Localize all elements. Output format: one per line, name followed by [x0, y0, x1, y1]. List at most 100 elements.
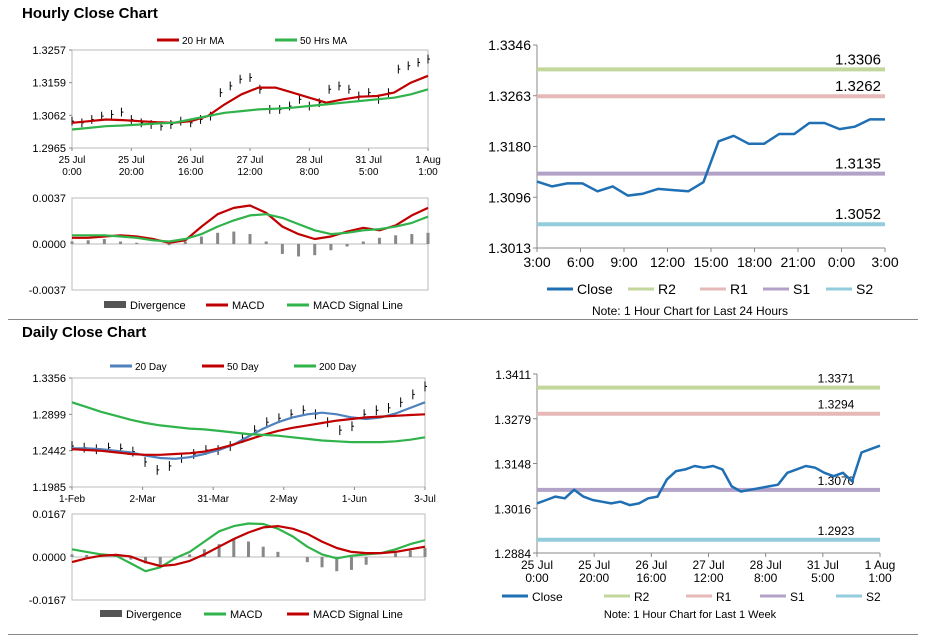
level-label-s1: 1.3135 — [835, 156, 881, 173]
x-tick-label: 2-May — [270, 494, 298, 505]
daily-50-day-line — [71, 413, 426, 456]
x-tick-label: 12:00 — [693, 571, 723, 585]
x-tick-label: 1:00 — [868, 571, 892, 585]
x-tick-label: 1 Aug — [865, 558, 896, 572]
x-tick-label: 25 Jul — [118, 155, 145, 166]
y-tick-label: 1.3180 — [488, 139, 531, 155]
daily-macd-divergence-bar — [320, 557, 324, 568]
close-line — [536, 118, 885, 197]
x-tick-label: 15:00 — [693, 254, 728, 270]
x-tick-label: 31 Jul — [355, 155, 382, 166]
level-label-r1: 1.3294 — [818, 398, 855, 412]
hourly-macd-divergence-bar — [361, 241, 365, 244]
y-tick-label: -0.0167 — [29, 595, 66, 607]
y-tick-label: 1.3013 — [488, 240, 531, 256]
x-tick-label: 2-Mar — [130, 494, 157, 505]
daily-macd-divergence-bar — [261, 546, 265, 557]
y-tick-label: 0.0000 — [32, 239, 66, 251]
x-tick-label: 3-Jul — [414, 494, 436, 505]
chart-note: Note: 1 Hour Chart for Last 24 Hours — [592, 304, 788, 318]
x-tick-label: 27 Jul — [692, 558, 724, 572]
x-tick-label: 1 Aug — [415, 155, 441, 166]
y-tick-label: 1.3016 — [494, 502, 531, 516]
y-tick-label: 1.2884 — [494, 547, 531, 561]
daily-macd-macd-line — [71, 522, 426, 573]
x-tick-label: 8:00 — [300, 167, 320, 178]
x-tick-label: 25 Jul — [59, 155, 86, 166]
daily-macd-divergence-bar — [364, 557, 368, 565]
x-tick-label: 5:00 — [811, 571, 835, 585]
legend-label: 50 Day — [227, 362, 259, 373]
chart-note: Note: 1 Hour Chart for Last 1 Week — [604, 609, 777, 621]
legend-label: S1 — [790, 590, 805, 604]
x-tick-label: 0:00 — [62, 167, 82, 178]
x-tick-label: 28 Jul — [750, 558, 782, 572]
y-tick-label: 1.2965 — [32, 143, 66, 155]
x-tick-label: 5:00 — [359, 167, 379, 178]
legend-label: MACD — [230, 609, 262, 621]
daily-macd-divergence-bar — [247, 541, 250, 557]
y-tick-label: 1.3263 — [488, 88, 531, 104]
x-tick-label: 12:00 — [237, 167, 262, 178]
x-tick-label: 16:00 — [178, 167, 203, 178]
y-tick-label: -0.0037 — [29, 285, 66, 297]
plot-frame — [71, 377, 426, 488]
y-tick-label: 1.2899 — [32, 409, 66, 421]
legend-label: R2 — [634, 590, 650, 604]
level-label-s1: 1.3070 — [818, 474, 855, 488]
daily-macd-divergence-bar — [232, 538, 236, 557]
section-divider — [8, 319, 918, 320]
x-tick-label: 8:00 — [754, 571, 778, 585]
x-tick-label: 0:00 — [525, 571, 549, 585]
x-tick-label: 3:00 — [871, 254, 898, 270]
x-tick-label: 20:00 — [119, 167, 144, 178]
hourly-macd-divergence-bar — [86, 240, 90, 244]
daily-macd-divergence-bar — [188, 554, 192, 557]
x-tick-label: 21:00 — [780, 254, 815, 270]
x-tick-label: 3:00 — [523, 254, 550, 270]
daily-macd-divergence-bar — [408, 550, 412, 557]
hourly-macd-divergence-bar — [264, 241, 268, 244]
level-label-r2: 1.3371 — [818, 372, 855, 386]
hourly-macd-divergence-bar — [119, 241, 123, 244]
hourly-macd-divergence-bar — [102, 239, 106, 244]
legend-swatch — [104, 301, 126, 308]
y-tick-label: 1.3346 — [488, 37, 531, 53]
hourly-macd-divergence-bar — [216, 232, 220, 244]
hourly-macd-divergence-bar — [199, 236, 203, 244]
daily-macd-divergence-bar — [144, 557, 148, 564]
x-tick-label: 31-Mar — [197, 494, 229, 505]
legend-label: R2 — [658, 281, 676, 297]
x-tick-label: 1-Jun — [342, 494, 367, 505]
legend-label: MACD Signal Line — [313, 300, 403, 312]
daily-macd-divergence-bar — [85, 554, 89, 557]
y-tick-label: 1.3257 — [32, 45, 66, 57]
hourly-macd-divergence-bar — [280, 244, 284, 254]
x-tick-label: 31 Jul — [807, 558, 839, 572]
x-tick-label: 1:00 — [418, 167, 438, 178]
bottom-divider — [8, 634, 918, 635]
x-tick-label: 25 Jul — [521, 558, 553, 572]
hourly-50-hrs-ma-line — [71, 88, 429, 131]
legend-label: 20 Day — [135, 362, 167, 373]
daily-macd-divergence-bar — [129, 557, 133, 560]
legend-label: 200 Day — [319, 362, 356, 373]
y-tick-label: 0.0037 — [32, 193, 66, 205]
close-line — [536, 444, 881, 507]
daily-macd-divergence-bar — [423, 547, 427, 557]
daily-macd-macd-signal-line-line — [71, 524, 426, 568]
hourly-macd-divergence-bar — [426, 232, 430, 244]
x-tick-label: 25 Jul — [578, 558, 610, 572]
x-tick-label: 20:00 — [579, 571, 609, 585]
y-tick-label: 1.3096 — [488, 189, 531, 205]
legend-label: S2 — [856, 281, 873, 297]
hourly-macd-divergence-bar — [70, 241, 74, 244]
hourly-macd-divergence-bar — [232, 231, 236, 244]
level-label-s2: 1.2923 — [818, 524, 855, 538]
x-tick-label: 26 Jul — [635, 558, 667, 572]
daily-macd-divergence-bar — [202, 549, 206, 557]
y-tick-label: 1.3356 — [32, 373, 66, 385]
x-tick-label: 12:00 — [650, 254, 685, 270]
hourly-macd-divergence-bar — [345, 244, 349, 247]
